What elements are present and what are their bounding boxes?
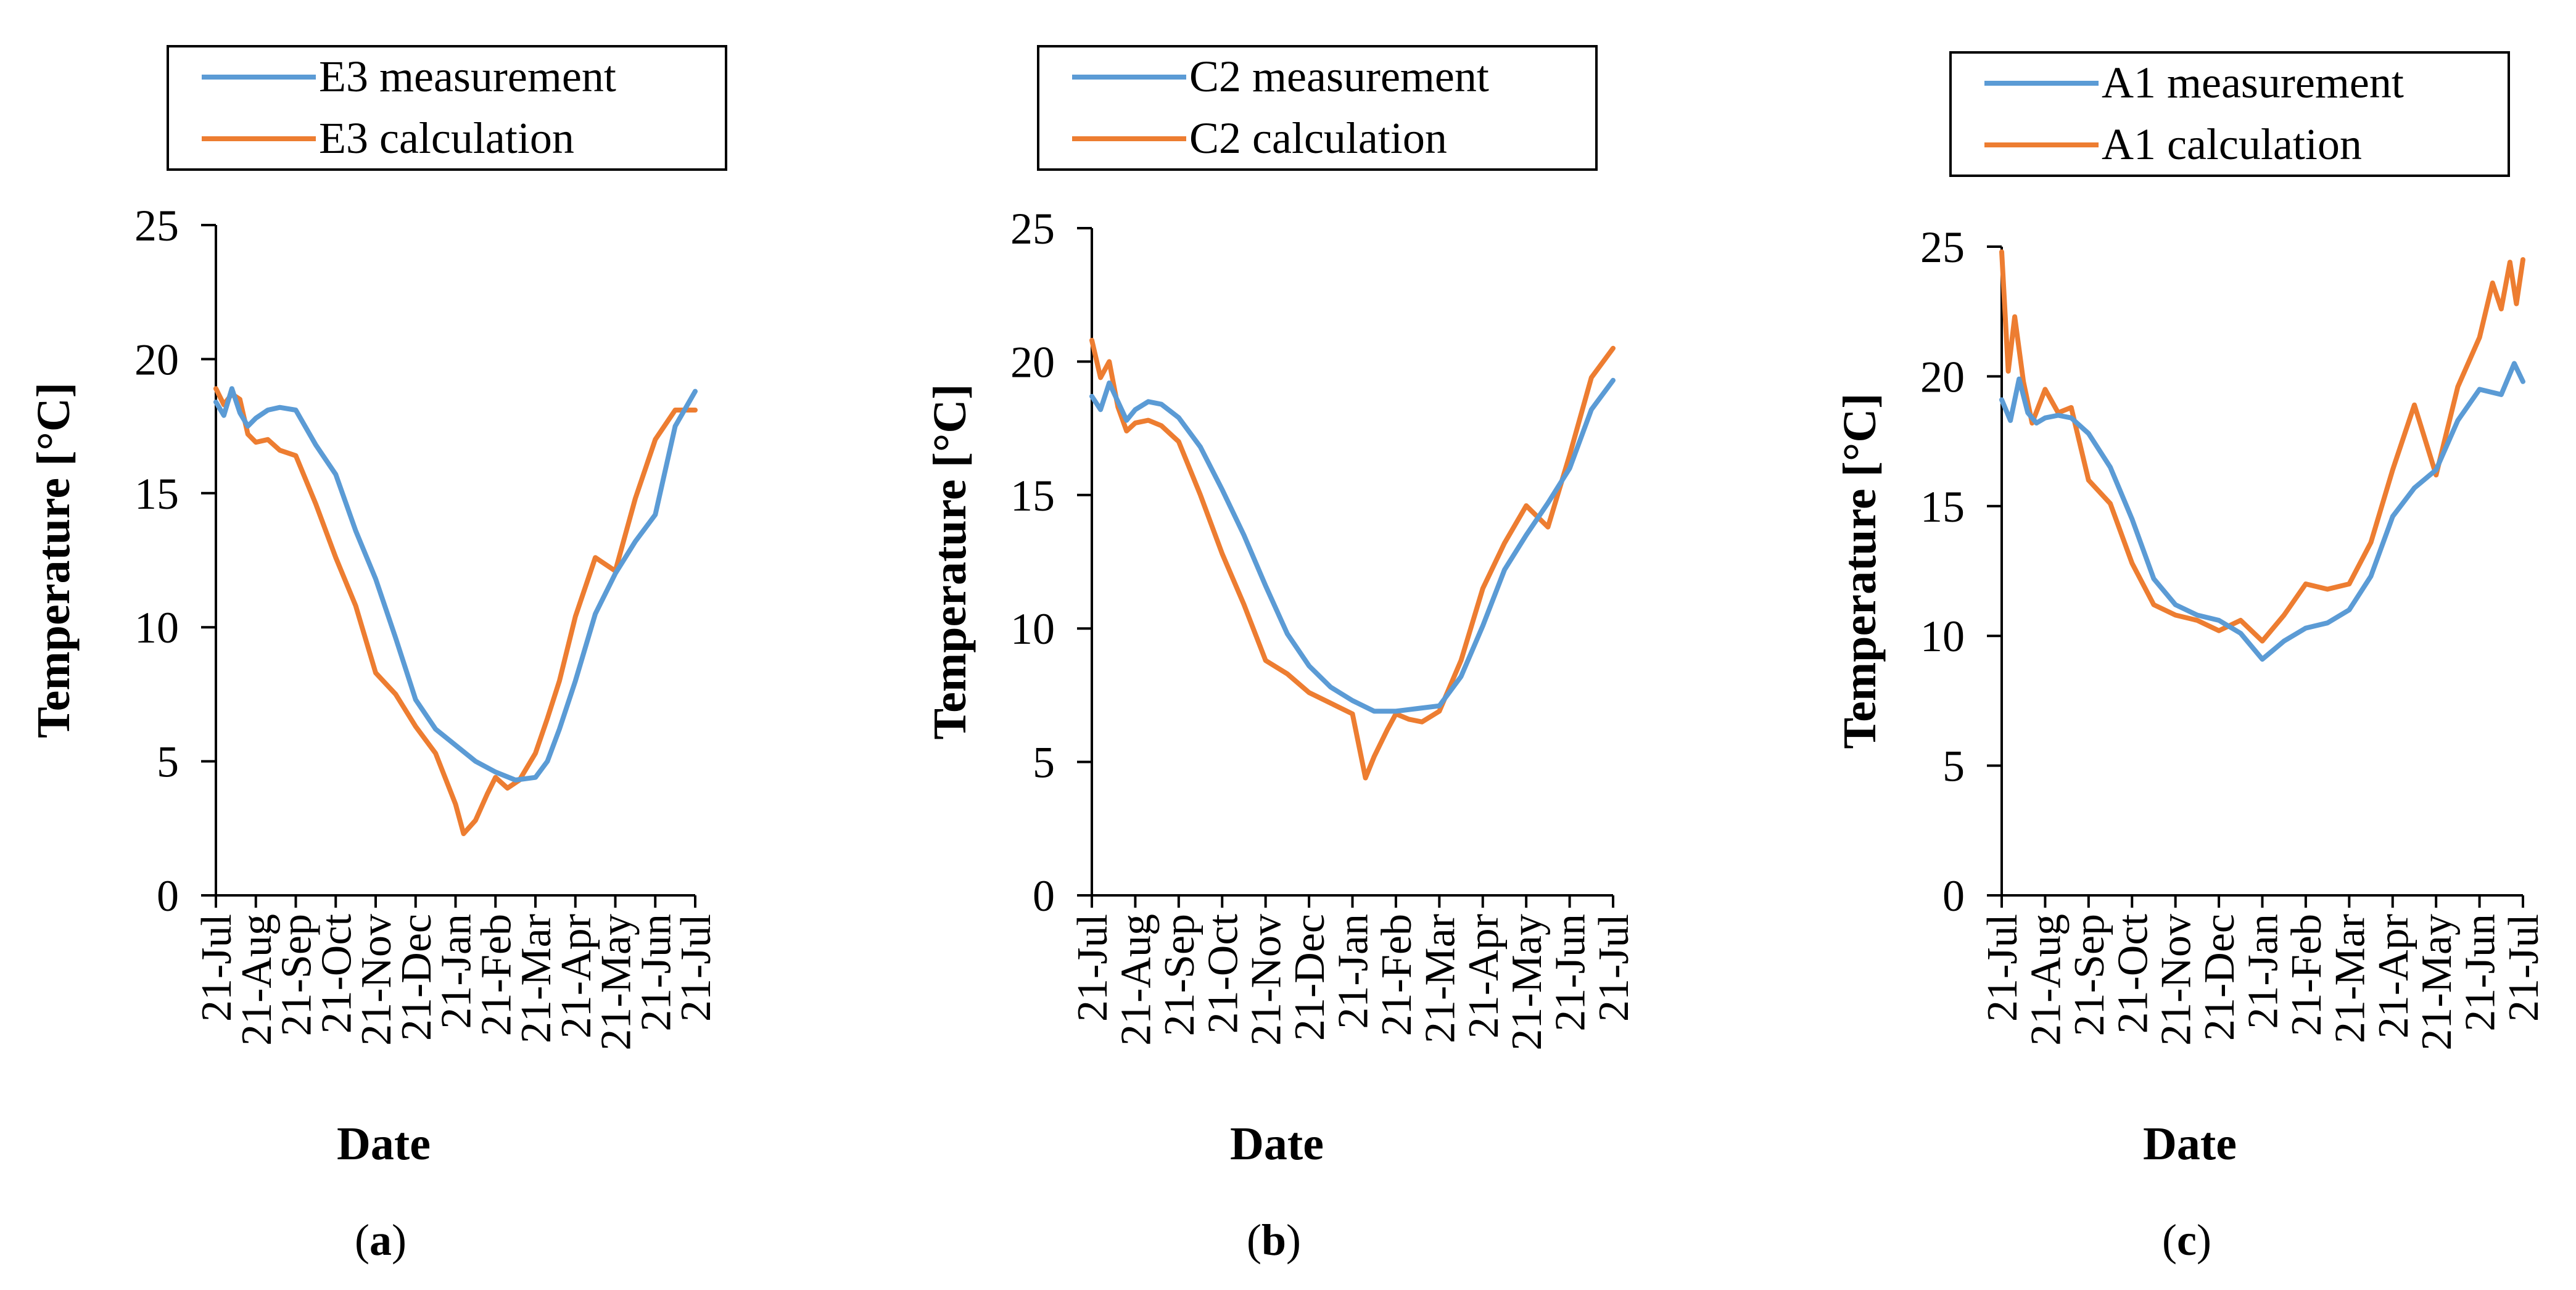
x-tick-label: 21-Apr: [553, 914, 600, 1038]
x-tick-label: 21-Sep: [2066, 914, 2113, 1036]
x-tick-label: 21-Mar: [2326, 914, 2374, 1043]
y-tick-label: 10: [134, 603, 179, 652]
legend-label-calculation: E3 calculation: [319, 113, 574, 163]
y-ticks: 0 5 10 15 20 25: [134, 201, 216, 921]
y-tick-label: 0: [1033, 871, 1055, 921]
y-tick-label: 0: [157, 871, 179, 921]
x-tick-label: 21-Dec: [393, 914, 440, 1041]
y-tick-label: 25: [1920, 223, 1965, 272]
series-line-measurement: [213, 386, 698, 783]
x-tick-label: 21-Jul: [2500, 914, 2548, 1022]
x-axis-label: Date: [1230, 1118, 1324, 1170]
x-tick-label: 21-Jul: [193, 914, 241, 1022]
y-tick-label: 10: [1010, 604, 1055, 654]
x-tick-label: 21-Mar: [1416, 914, 1464, 1043]
y-ticks: 0 5 10 15 20 25: [1010, 204, 1092, 921]
legend-box: [1037, 45, 1598, 171]
x-tick-label: 21-Dec: [1286, 914, 1334, 1041]
y-tick-label: 5: [1033, 738, 1055, 787]
x-tick-label: 21-Feb: [1373, 914, 1421, 1036]
legend-label-measurement: C2 measurement: [1189, 52, 1489, 101]
legend-label-calculation: C2 calculation: [1189, 113, 1447, 163]
y-tick-label: 15: [134, 469, 179, 519]
x-tick-label: 21-Aug: [2022, 914, 2070, 1046]
x-tick-label: 21-Nov: [2153, 914, 2200, 1046]
x-tick-label: 21-Jan: [2240, 914, 2287, 1029]
x-tick-label: 21-Jul: [1590, 914, 1638, 1022]
y-axis-label: Temperature [°C]: [1834, 393, 1886, 749]
x-tick-label: 21-Jul: [1069, 914, 1117, 1022]
x-tick-label: 21-Oct: [2109, 913, 2157, 1033]
x-ticks: 21-Jul21-Aug21-Sep21-Oct21-Nov21-Dec21-J…: [193, 895, 720, 1051]
x-tick-label: 21-May: [2413, 914, 2461, 1051]
panel-label: (b): [1247, 1215, 1301, 1265]
plot-lines: [1999, 249, 2525, 662]
x-tick-label: 21-Feb: [473, 914, 520, 1036]
x-tick-label: 21-Apr: [2370, 914, 2417, 1038]
x-tick-label: 21-Jan: [1330, 914, 1377, 1029]
x-tick-label: 21-Nov: [353, 914, 400, 1046]
y-tick-label: 20: [134, 335, 179, 384]
x-axis-label: Date: [337, 1118, 431, 1170]
x-tick-label: 21-Jun: [1547, 914, 1595, 1032]
chart-panel-c: A1 measurement A1 calculation 0 5 10 15 20 25…: [1834, 51, 2548, 1265]
x-tick-label: 21-Jun: [2457, 914, 2504, 1032]
series-line-calculation: [1999, 249, 2525, 644]
x-tick-label: 21-Sep: [1156, 914, 1203, 1036]
panel-label: (c): [2162, 1215, 2211, 1265]
x-tick-label: 21-Jan: [433, 914, 481, 1029]
x-tick-label: 21-Mar: [513, 914, 560, 1043]
panel-label: (a): [355, 1215, 407, 1265]
x-tick-label: 21-Dec: [2196, 914, 2244, 1041]
y-tick-label: 10: [1920, 612, 1965, 661]
series-line-measurement: [1089, 377, 1616, 714]
y-tick-label: 0: [1942, 871, 1965, 921]
legend-label-measurement: A1 measurement: [2102, 58, 2404, 107]
legend-label-measurement: E3 measurement: [319, 52, 616, 101]
x-tick-label: 21-Feb: [2283, 914, 2330, 1036]
y-tick-label: 25: [1010, 204, 1055, 253]
y-tick-label: 15: [1010, 471, 1055, 520]
x-tick-label: 21-Jun: [632, 914, 680, 1032]
series-line-calculation: [213, 386, 698, 836]
series-line-calculation: [1089, 337, 1616, 781]
chart-panel-b: C2 measurement C2 calculation 0 5 10 15 20 25…: [924, 45, 1638, 1265]
x-axis-label: Date: [2143, 1118, 2237, 1170]
series-line-measurement: [1999, 361, 2525, 662]
x-ticks: 21-Jul21-Aug21-Sep21-Oct21-Nov21-Dec21-J…: [1069, 895, 1638, 1051]
x-tick-label: 21-May: [593, 914, 640, 1051]
y-axis-label: Temperature [°C]: [28, 382, 80, 738]
x-tick-label: 21-Oct: [1199, 913, 1247, 1033]
y-ticks: 0 5 10 15 20 25: [1920, 223, 2002, 921]
legend-box: [1949, 51, 2510, 177]
chart-panel-a: E3 measurement E3 calculation 0 5 10 15 20 25…: [28, 45, 727, 1265]
x-tick-label: 21-May: [1503, 914, 1551, 1051]
x-tick-label: 21-Aug: [233, 914, 281, 1046]
y-tick-label: 20: [1010, 337, 1055, 387]
plot-lines: [1089, 337, 1616, 781]
legend-box: [167, 45, 727, 171]
x-ticks: 21-Jul21-Aug21-Sep21-Oct21-Nov21-Dec21-J…: [1979, 895, 2548, 1051]
x-tick-label: 21-Sep: [273, 914, 321, 1036]
y-axis-label: Temperature [°C]: [924, 384, 976, 739]
x-tick-label: 21-Apr: [1460, 914, 1508, 1038]
y-tick-label: 20: [1920, 352, 1965, 401]
x-tick-label: 21-Oct: [313, 913, 360, 1033]
x-tick-label: 21-Jul: [672, 914, 720, 1022]
y-tick-label: 15: [1920, 482, 1965, 532]
x-tick-label: 21-Jul: [1979, 914, 2026, 1022]
y-tick-label: 5: [1942, 742, 1965, 791]
plot-lines: [213, 386, 698, 836]
x-tick-label: 21-Aug: [1112, 914, 1160, 1046]
legend-label-calculation: A1 calculation: [2102, 120, 2362, 169]
y-tick-label: 5: [157, 737, 179, 787]
x-tick-label: 21-Nov: [1243, 914, 1290, 1046]
y-tick-label: 25: [134, 201, 179, 250]
